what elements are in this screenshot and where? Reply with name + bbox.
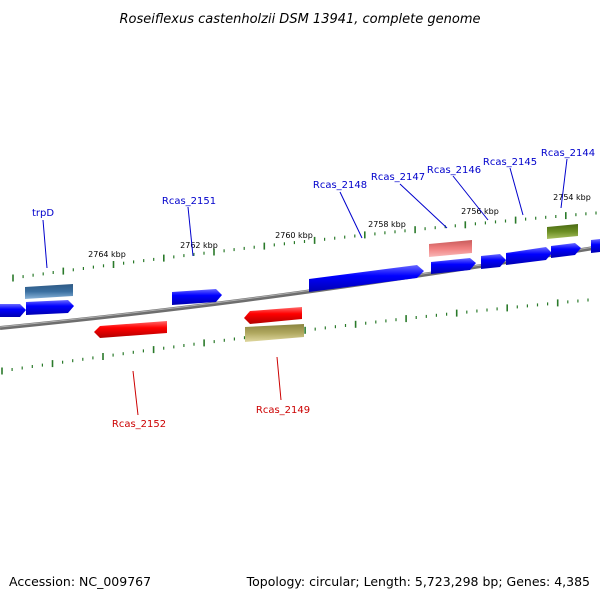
forward-genes [0,239,600,317]
connector-rcas-2149 [276,356,282,401]
scale-ticks-upper [12,211,597,282]
gene-rcas-2149[interactable] [245,324,304,342]
connector-rcas-2144 [560,158,568,209]
gene-rcas-2152[interactable] [94,321,167,338]
gene-forward[interactable] [431,258,476,274]
topology-text: Topology: circular; Length: 5,723,298 bp… [246,574,590,589]
feature-genes [25,224,578,299]
label-trpd[interactable]: trpD [32,208,54,219]
scale-label-2756: 2756 kbp [461,207,499,216]
gene-labels-bottom: Rcas_2152 Rcas_2149 [112,405,310,430]
map-title: Roseiflexus castenholzii DSM 13941, comp… [120,12,481,27]
label-rcas-2146[interactable]: Rcas_2146 [427,165,481,176]
scale-label-2762: 2762 kbp [180,241,218,250]
label-rcas-2151[interactable]: Rcas_2151 [162,196,216,207]
gene-forward[interactable] [591,239,600,253]
gene-forward[interactable] [172,289,222,305]
gene-forward[interactable] [26,300,74,315]
reverse-genes [94,307,304,342]
scale-labels: 2764 kbp 2762 kbp 2760 kbp 2758 kbp 2756… [88,193,591,259]
label-rcas-2152[interactable]: Rcas_2152 [112,419,166,430]
scale-label-2760: 2760 kbp [275,231,313,240]
gene-trpd[interactable] [25,284,73,299]
gene-rcas-2145[interactable] [506,247,552,265]
gene-rcas-2147[interactable] [429,240,472,257]
connector-rcas-2152 [132,370,139,416]
label-rcas-2147[interactable]: Rcas_2147 [371,172,425,183]
scale-ticks-lower [1,298,589,375]
gene-forward[interactable] [551,243,581,258]
label-rcas-2149[interactable]: Rcas_2149 [256,405,310,416]
connector-trpd [42,219,48,269]
scale-label-2764: 2764 kbp [88,250,126,259]
connector-rcas-2148 [339,191,363,239]
scale-label-2758: 2758 kbp [368,220,406,229]
connector-rcas-2147 [399,183,448,229]
label-rcas-2145[interactable]: Rcas_2145 [483,157,537,168]
connector-rcas-2146 [452,175,489,221]
connector-rcas-2151 [187,206,194,257]
gene-labels-top: trpD Rcas_2151 Rcas_2148 Rcas_2147 Rcas_… [32,148,595,219]
label-connectors [42,158,568,416]
gene-rcas-2146[interactable] [481,254,506,269]
accession-text: Accession: NC_009767 [9,574,151,589]
gene-rcas-2148[interactable] [309,265,424,292]
label-rcas-2144[interactable]: Rcas_2144 [541,148,595,159]
gene-rcas-2144[interactable] [547,224,578,239]
label-rcas-2148[interactable]: Rcas_2148 [313,180,367,191]
scale-label-2754: 2754 kbp [553,193,591,202]
gene-reverse[interactable] [244,307,302,324]
gene-forward[interactable] [0,304,26,317]
connector-rcas-2145 [509,167,524,216]
